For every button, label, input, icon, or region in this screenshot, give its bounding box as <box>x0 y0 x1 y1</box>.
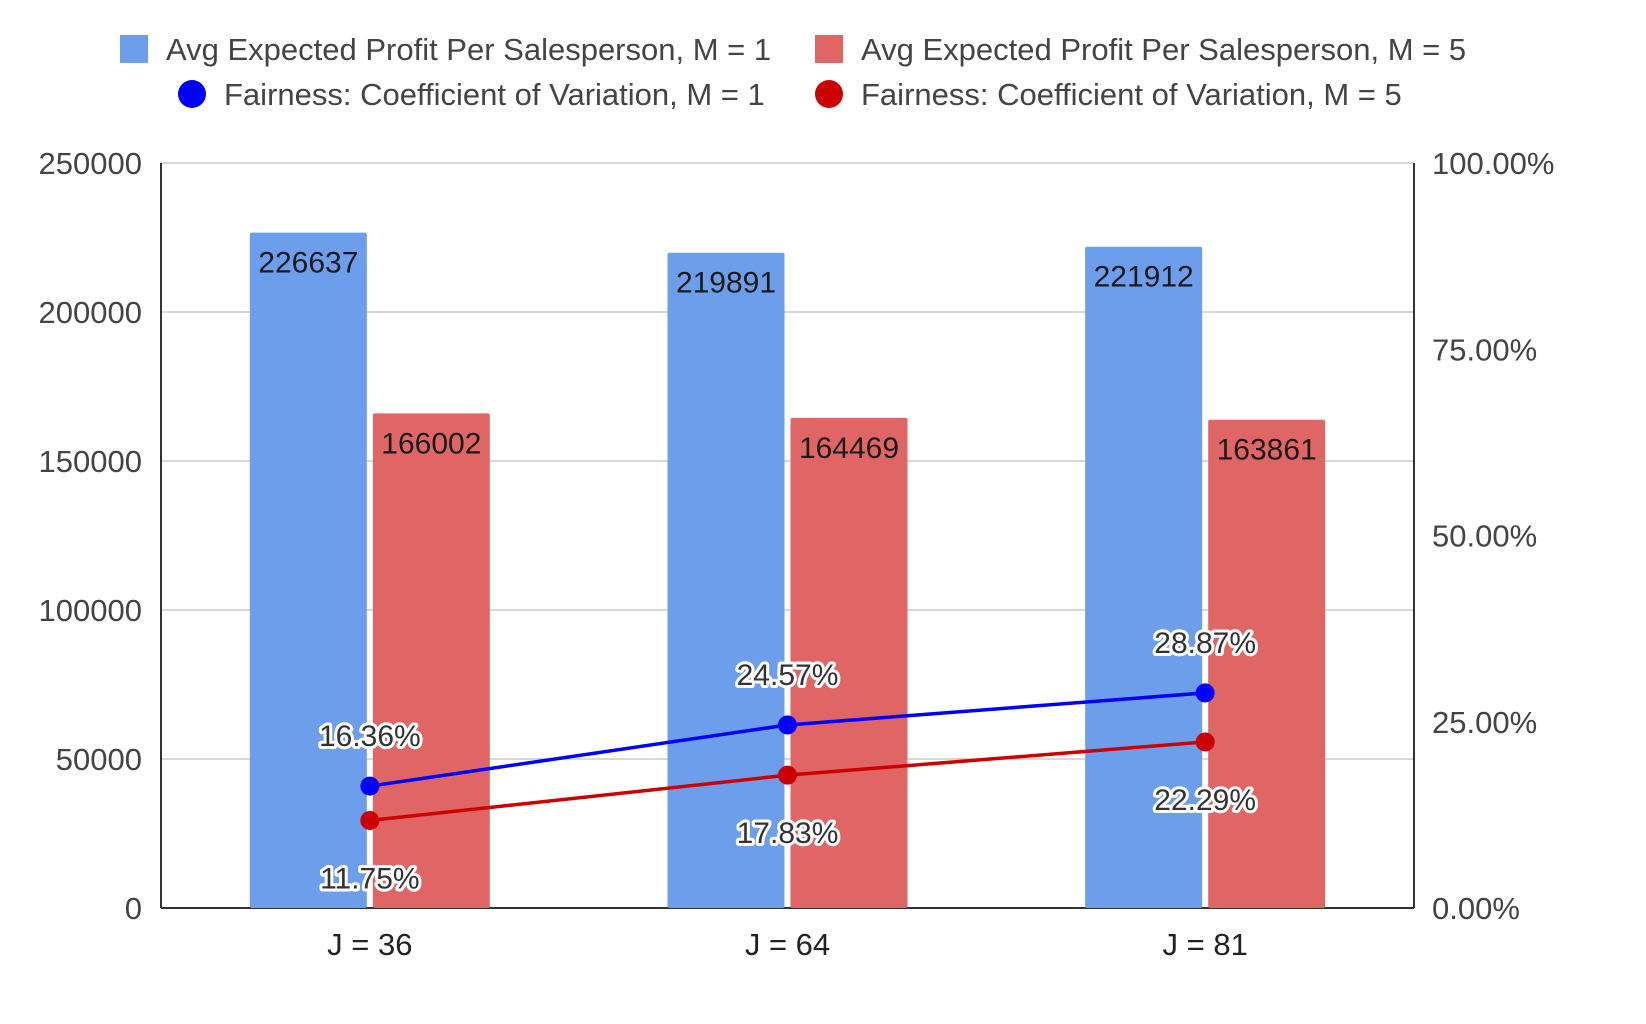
left-tick-label: 250000 <box>39 146 142 181</box>
bar-value-label: 226637 <box>258 247 358 280</box>
percent-label: 22.29% <box>1154 784 1256 817</box>
legend: Avg Expected Profit Per Salesperson, M =… <box>120 32 1466 112</box>
percent-labels: 16.36% 24.57% 28.87% 11.75% 17.83% 22.29% <box>316 624 1259 899</box>
percent-label: 24.57% <box>737 659 839 692</box>
line-point <box>1195 732 1215 752</box>
bar-value-label: 219891 <box>676 267 776 300</box>
gridlines <box>161 162 1414 760</box>
x-tick-label: J = 64 <box>745 927 830 962</box>
bar <box>1208 419 1326 908</box>
legend-label: Fairness: Coefficient of Variation, M = … <box>224 77 765 112</box>
legend-swatch <box>815 80 843 108</box>
bar <box>1085 246 1203 908</box>
left-tick-label: 100000 <box>39 593 142 628</box>
percent-label: 16.36% <box>319 720 421 753</box>
bar-value-label: 163861 <box>1217 434 1317 467</box>
x-tick-label: J = 81 <box>1163 927 1248 962</box>
right-tick-label: 75.00% <box>1432 332 1537 367</box>
bar-labels: 226637 219891 221912 166002 164469 163861 <box>258 247 1316 467</box>
legend-swatch <box>815 35 843 63</box>
x-tick-label: J = 36 <box>327 927 412 962</box>
bar-value-label: 221912 <box>1094 261 1194 294</box>
bar <box>249 232 367 909</box>
legend-label: Avg Expected Profit Per Salesperson, M =… <box>166 32 771 67</box>
line-point <box>778 715 797 735</box>
lines <box>360 683 1215 830</box>
percent-label: 11.75% <box>320 862 420 895</box>
right-tick-label: 100.00% <box>1432 146 1554 181</box>
legend-swatch <box>178 80 206 108</box>
bars <box>249 232 1326 909</box>
right-tick-label: 25.00% <box>1432 705 1537 740</box>
line-point <box>778 765 797 785</box>
line-point <box>360 776 380 796</box>
line-point <box>360 810 380 830</box>
line-point <box>1195 683 1215 703</box>
bar-value-label: 164469 <box>799 432 899 465</box>
right-tick-label: 0.00% <box>1432 891 1520 926</box>
left-tick-label: 0 <box>125 891 142 926</box>
bar <box>790 417 908 908</box>
left-tick-label: 50000 <box>56 742 142 777</box>
left-tick-label: 150000 <box>39 444 142 479</box>
legend-label: Fairness: Coefficient of Variation, M = … <box>861 77 1402 112</box>
axes: 0 50000 100000 150000 200000 250000 0.00% 25.00… <box>39 146 1555 962</box>
bar <box>372 413 490 908</box>
left-tick-label: 200000 <box>39 295 142 330</box>
right-tick-label: 50.00% <box>1432 519 1537 554</box>
legend-label: Avg Expected Profit Per Salesperson, M =… <box>861 32 1466 67</box>
legend-swatch <box>120 35 148 63</box>
percent-label: 17.83% <box>737 817 839 850</box>
bar-value-label: 166002 <box>381 427 481 460</box>
percent-label: 28.87% <box>1154 627 1256 660</box>
bar <box>667 252 785 908</box>
